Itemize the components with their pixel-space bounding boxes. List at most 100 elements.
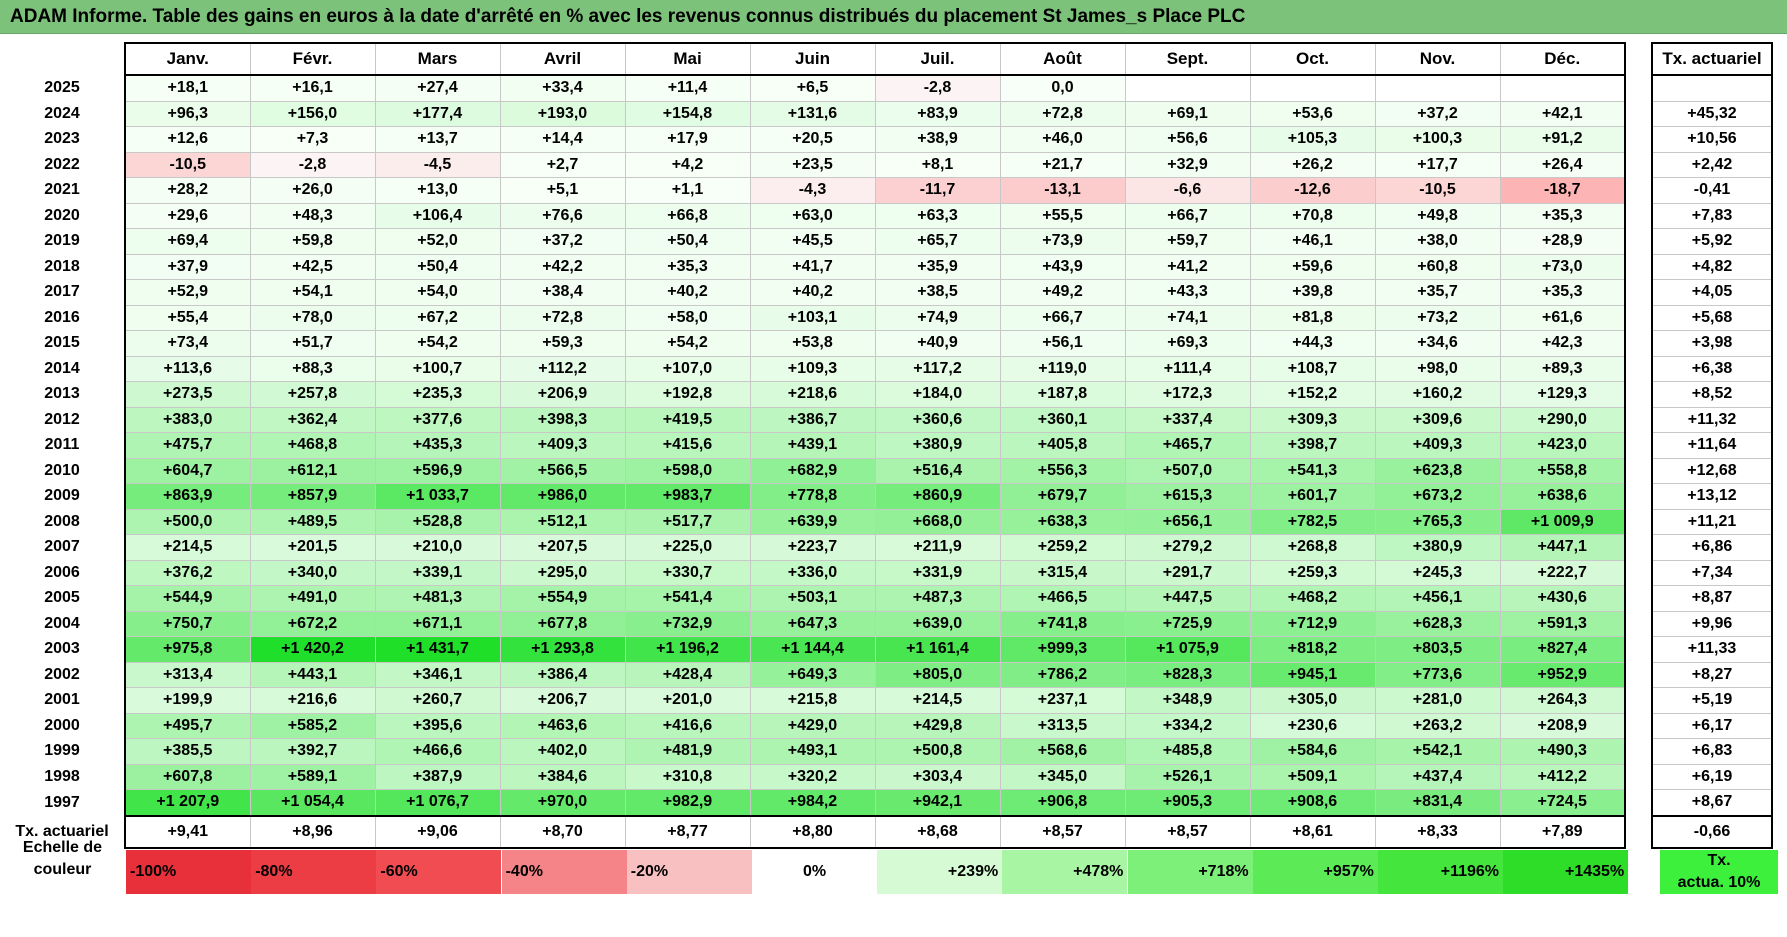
gain-cell: +468,8 (249, 432, 376, 459)
footer-tx-total: -0,66 (1651, 814, 1773, 849)
gain-cell: +38,5 (874, 279, 1001, 306)
gain-cell: +999,3 (999, 636, 1126, 663)
gain-cell: +65,7 (874, 228, 1001, 255)
gain-cell: +54,2 (624, 330, 751, 357)
gain-cell: +222,7 (1499, 559, 1626, 586)
gain-cell: +668,0 (874, 508, 1001, 535)
year-label: 2005 (0, 585, 126, 611)
year-label: 2022 (0, 152, 126, 178)
gain-cell: +310,8 (624, 763, 751, 790)
gain-cell: +290,0 (1499, 406, 1626, 433)
gain-cell: -10,5 (1374, 177, 1501, 204)
footer-tx-cell: +8,33 (1374, 814, 1501, 849)
gain-cell: +647,3 (749, 610, 876, 637)
color-scale-swatch: 0% (752, 850, 877, 894)
gain-cell: +55,4 (124, 304, 251, 331)
table-row: 2013 +273,5 +257,8 +235,3 +206,9 +192,8 +218,6… (0, 381, 1773, 408)
gain-cell: +59,8 (249, 228, 376, 255)
month-header: Nov. (1374, 42, 1501, 76)
gain-cell: +435,3 (374, 432, 501, 459)
gain-cell: +17,9 (624, 126, 751, 153)
gain-cell: +73,0 (1499, 253, 1626, 280)
column-separator (1625, 789, 1652, 816)
tx-cell: +8,27 (1651, 661, 1773, 688)
tx-cell: +6,86 (1651, 534, 1773, 561)
gain-cell: +172,3 (1124, 381, 1251, 408)
tx-cell: +6,19 (1651, 763, 1773, 790)
gain-cell: +313,5 (999, 712, 1126, 739)
gain-cell: +1 076,7 (374, 789, 501, 816)
tx-cell: +45,32 (1651, 100, 1773, 127)
column-separator (1625, 687, 1652, 713)
gain-cell: +63,3 (874, 202, 1001, 229)
gain-cell: +21,7 (999, 151, 1126, 178)
gain-cell: +37,2 (1374, 100, 1501, 127)
gain-cell (1374, 74, 1501, 102)
footer-label: Tx. actuariel (0, 815, 126, 848)
table-row: 2001 +199,9 +216,6 +260,7 +206,7 +201,0 +215,8… (0, 687, 1773, 714)
gain-cell: +13,7 (374, 126, 501, 153)
gain-cell: +528,8 (374, 508, 501, 535)
gain-cell: +106,4 (374, 202, 501, 229)
year-label: 2014 (0, 356, 126, 382)
gain-cell: +109,3 (749, 355, 876, 382)
gain-cell: +360,1 (999, 406, 1126, 433)
gain-cell: +17,7 (1374, 151, 1501, 178)
gain-cell: +831,4 (1374, 789, 1501, 816)
gain-cell: +69,4 (124, 228, 251, 255)
gain-cell: +712,9 (1249, 610, 1376, 637)
gain-cell: +340,0 (249, 559, 376, 586)
gain-cell: +596,9 (374, 457, 501, 484)
column-separator (1625, 279, 1652, 305)
spreadsheet-area: Janv. Févr. Mars Avril Mai Juin Juil. Août Sept.… (0, 34, 1787, 912)
footer-tx-cell: +8,57 (1124, 814, 1251, 849)
color-scale-legend: Echelle de couleur Tx. actua. 10% -100% -… (0, 837, 1787, 937)
gain-cell: +50,4 (374, 253, 501, 280)
column-separator (1625, 356, 1652, 382)
gain-cell: +46,1 (1249, 228, 1376, 255)
gain-cell: +53,6 (1249, 100, 1376, 127)
gain-cell: +607,8 (124, 763, 251, 790)
gain-cell: +982,9 (624, 789, 751, 816)
gain-cell: +5,1 (499, 177, 626, 204)
year-label: 2024 (0, 101, 126, 127)
gain-cell: +1 144,4 (749, 636, 876, 663)
footer-tx-cell: +8,61 (1249, 814, 1376, 849)
month-header: Sept. (1124, 42, 1251, 76)
gain-cell: +13,0 (374, 177, 501, 204)
footer-tx-cell: +8,96 (249, 814, 376, 849)
gain-cell: +73,2 (1374, 304, 1501, 331)
table-row: 1998 +607,8 +589,1 +387,9 +384,6 +310,8 +320,2… (0, 763, 1773, 790)
gain-cell: +7,3 (249, 126, 376, 153)
tx-scale-swatch: Tx. actua. 10% (1660, 850, 1778, 894)
gain-cell: +55,5 (999, 202, 1126, 229)
gain-cell: +26,4 (1499, 151, 1626, 178)
gain-cell: +56,6 (1124, 126, 1251, 153)
gain-cell: +337,4 (1124, 406, 1251, 433)
gain-cell: +199,9 (124, 687, 251, 714)
tx-cell: +8,87 (1651, 585, 1773, 612)
footer-tx-cell: +7,89 (1499, 814, 1626, 849)
gain-cell: +1 431,7 (374, 636, 501, 663)
gain-cell: +500,8 (874, 738, 1001, 765)
gain-cell: +541,4 (624, 585, 751, 612)
gain-cell: +313,4 (124, 661, 251, 688)
gain-cell: +38,4 (499, 279, 626, 306)
gain-cell: +805,0 (874, 661, 1001, 688)
column-separator (1625, 75, 1652, 101)
column-separator (1625, 407, 1652, 433)
tx-cell: +10,56 (1651, 126, 1773, 153)
table-row: 2009 +863,9 +857,9 +1 033,7 +986,0 +983,7 +778… (0, 483, 1773, 510)
gain-cell: +154,8 (624, 100, 751, 127)
gain-cell: +206,9 (499, 381, 626, 408)
year-label: 1998 (0, 764, 126, 790)
gain-cell: +566,5 (499, 457, 626, 484)
footer-tx-cell: +8,77 (624, 814, 751, 849)
gain-cell: +14,4 (499, 126, 626, 153)
gain-cell: +320,2 (749, 763, 876, 790)
gain-cell: +257,8 (249, 381, 376, 408)
gain-cell: +40,2 (749, 279, 876, 306)
gain-cell: +37,9 (124, 253, 251, 280)
gain-cell: +35,3 (1499, 279, 1626, 306)
gain-cell: +975,8 (124, 636, 251, 663)
